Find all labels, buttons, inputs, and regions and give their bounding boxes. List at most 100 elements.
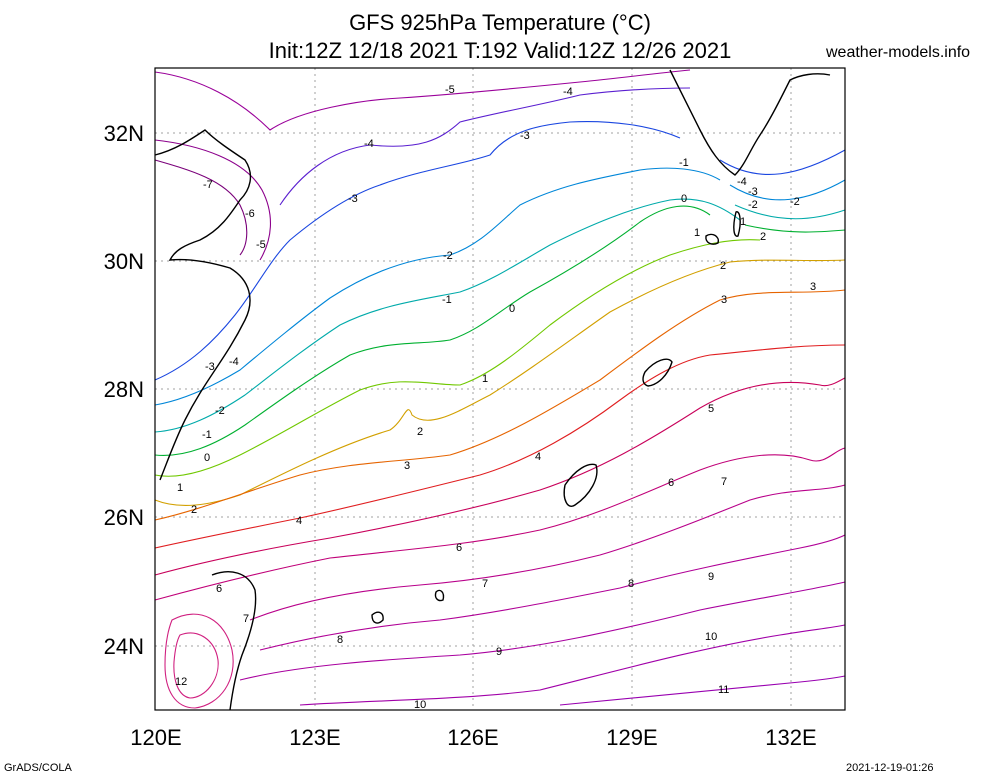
contour-9 [239,581,846,681]
china-coast [154,129,252,481]
yakushima-island [705,233,719,245]
contour-label: 2 [191,504,197,516]
contour-label: 0 [509,303,515,315]
contour-2 [154,259,846,506]
contour-minus-4 [279,87,691,206]
contour-label: 1 [177,482,183,494]
contour-label: 4 [296,515,302,527]
contour-label: 1 [694,227,700,239]
contour-upper-left-7 [154,159,248,256]
miyako-island [434,589,445,602]
lon-label-132e: 132E [765,725,817,750]
contour-label: 6 [456,542,462,554]
contour-10 [299,624,846,706]
map-frame [154,67,846,711]
contour-upper-right-3 [719,149,846,176]
contour-label: 7 [243,613,249,625]
contour-label: 8 [628,578,634,590]
map-gridlines [155,68,845,710]
contour-label: 1 [740,216,746,228]
contour-upper-right-2 [729,179,846,201]
contour-12-core [164,613,234,709]
contour-label: -1 [442,294,452,306]
lon-label-126e: 126E [447,725,499,750]
contour-label: -1 [679,157,689,169]
contour-7 [249,484,846,621]
contour-label: -4 [364,138,374,150]
contour-minus-3 [154,121,681,381]
contour-label: 1 [482,373,488,385]
contour-label: -3 [205,361,215,373]
contour-11 [559,675,846,706]
generation-timestamp: 2021-12-19-01:26 [846,762,934,774]
contour-label: 0 [204,452,210,464]
contour-label: 2 [720,260,726,272]
lat-label-26n: 26N [103,505,144,530]
contour-label: 12 [175,676,187,688]
lat-label-32n: 32N [103,121,144,146]
contour-label: 10 [705,631,717,643]
lat-label-30n: 30N [103,249,144,274]
contour-label: -2 [443,250,453,262]
contour-label: 3 [721,294,727,306]
contour-1 [154,239,761,477]
contour-label: -3 [520,130,530,142]
contour-4 [154,344,846,549]
contour-8 [259,534,846,651]
taiwan-coast [211,571,257,711]
contour-value-labels: -7 -6 -5 -5 -4 -4 -4 -4 -3 -3 -3 -3 -2 -… [175,84,816,711]
contour-minus-2 [154,167,721,406]
contour-label: 6 [216,583,222,595]
contour-minus-5 [154,69,691,131]
contour-label: -2 [215,405,225,417]
contour-label: 2 [417,426,423,438]
contour-label: -3 [348,193,358,205]
lon-label-123e: 123E [289,725,341,750]
kyushu-coast [669,69,831,176]
contour-label: 4 [535,451,541,463]
chart-subtitle: Init:12Z 12/18 2021 T:192 Valid:12Z 12/2… [268,38,732,63]
contour-label: -5 [256,239,266,251]
coastlines [154,69,831,711]
contour-upper-right-0 [744,224,846,233]
contour-label: -6 [245,208,255,220]
contour-label: 8 [337,634,343,646]
contour-5 [154,377,846,576]
contour-label: -1 [202,429,212,441]
contour-label: 10 [414,699,426,711]
chart-title: GFS 925hPa Temperature (°C) [349,10,651,35]
lon-label-129e: 129E [606,725,658,750]
contour-label: -4 [737,176,747,188]
grads-credit: GrADS/COLA [4,762,72,774]
site-watermark: weather-models.info [826,44,971,61]
okinawa-island [563,463,598,507]
contour-label: 3 [810,281,816,293]
contour-label: 11 [718,684,729,696]
contour-label: -5 [445,84,455,96]
contour-upper-left-6 [154,139,272,261]
contour-label: 5 [708,403,714,415]
contour-upper-right-1 [734,204,846,220]
contour-label: -2 [748,199,758,211]
contour-6 [154,447,846,601]
lat-label-28n: 28N [103,377,144,402]
amami-island [642,358,673,387]
contour-0 [154,205,711,456]
contour-minus-1 [154,198,741,433]
contour-label: 7 [721,476,727,488]
tanegashima-island [733,211,741,237]
contour-label: -4 [229,356,239,368]
lat-label-24n: 24N [103,634,144,659]
ishigaki-island [371,611,384,624]
contour-label: 2 [760,231,766,243]
contour-label: 6 [668,477,674,489]
contour-label: -2 [790,196,800,208]
contour-12-inner [173,632,219,699]
contour-label: 7 [482,578,488,590]
temperature-contours [154,69,846,709]
contour-label: 9 [496,646,502,658]
contour-label: -3 [748,186,758,198]
contour-label: -7 [203,179,213,191]
contour-3 [154,289,846,521]
